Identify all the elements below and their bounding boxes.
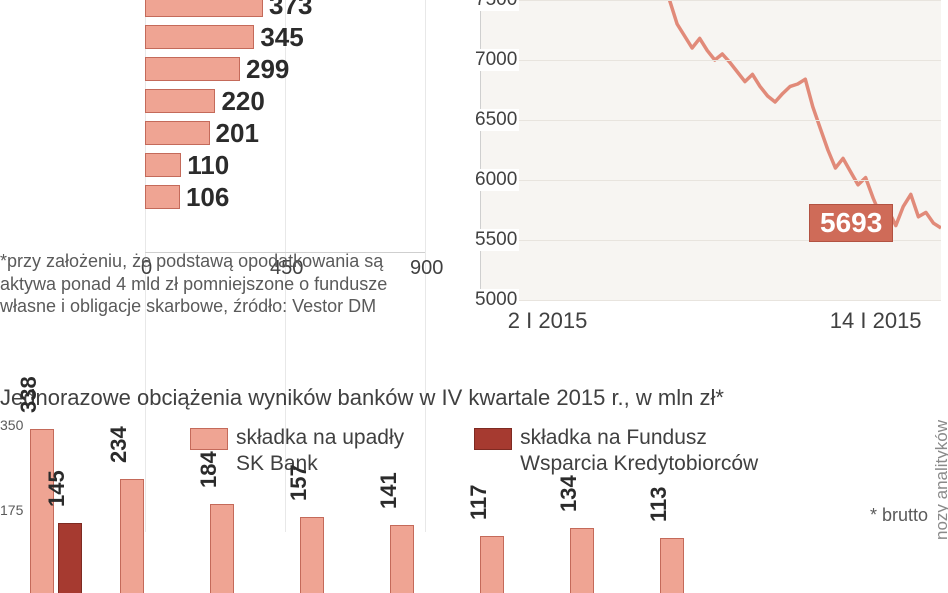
line-ytick: 6500 xyxy=(473,109,519,131)
hbar-value: 299 xyxy=(246,54,289,85)
hbar-bar xyxy=(145,57,240,81)
bottom-title: Jednorazowe obciążenia wyników banków w … xyxy=(0,385,948,411)
line-ytick: 7500 xyxy=(473,0,519,11)
vbar-value: 141 xyxy=(376,472,402,509)
vbar-a: 184 xyxy=(210,504,234,593)
line-ytick: 6000 xyxy=(473,169,519,191)
line-gridline xyxy=(481,0,941,1)
line-xtick: 2 I 2015 xyxy=(508,308,588,334)
vbar-b: 145 xyxy=(58,523,82,593)
bottom-chart: Jednorazowe obciążenia wyników banków w … xyxy=(0,385,948,421)
vbar-a: 338 xyxy=(30,429,54,593)
vbar-a: 141 xyxy=(390,525,414,593)
vbar-value: 157 xyxy=(286,464,312,501)
bottom-plot: 175350338145234184157141117134113 xyxy=(0,425,920,593)
line-path-svg xyxy=(481,0,941,300)
hbar-plot-area: BZ WBK373mBank345ING BSK299Getin Noble22… xyxy=(145,0,425,250)
hbar-value: 220 xyxy=(221,86,264,117)
line-callout: 5693 xyxy=(809,204,893,242)
bottom-ytick: 350 xyxy=(0,417,23,433)
line-series xyxy=(481,0,941,228)
hbar-value: 110 xyxy=(187,150,229,181)
hbar-value: 106 xyxy=(186,182,229,213)
hbar-bar xyxy=(145,185,180,209)
vbar-value: 234 xyxy=(106,427,132,464)
hbar-plot: BZ WBK373mBank345ING BSK299Getin Noble22… xyxy=(145,0,425,250)
vbar-a: 234 xyxy=(120,479,144,593)
bottom-ytick: 175 xyxy=(0,502,23,518)
hbar-bar xyxy=(145,89,215,113)
line-gridline xyxy=(481,300,941,301)
vbar-value: 134 xyxy=(556,475,582,512)
hbar-value: 373 xyxy=(269,0,312,21)
vbar-a: 117 xyxy=(480,536,504,593)
hbar-bar xyxy=(145,0,263,17)
vbar-value: 145 xyxy=(44,470,70,507)
line-ytick: 5500 xyxy=(473,229,519,251)
right-line-chart: 5000550060006500700075002 I 201514 I 201… xyxy=(470,0,940,340)
vbar-a: 134 xyxy=(570,528,594,593)
vbar-value: 113 xyxy=(646,487,672,523)
line-gridline xyxy=(481,120,941,121)
hbar-value: 345 xyxy=(260,22,303,53)
hbar-bar xyxy=(145,153,181,177)
line-ytick: 7000 xyxy=(473,49,519,71)
line-plot: 5000550060006500700075002 I 201514 I 201… xyxy=(480,0,941,301)
line-gridline xyxy=(481,180,941,181)
brutto-note: * brutto xyxy=(870,505,928,526)
vbar-value: 117 xyxy=(466,485,492,521)
line-gridline xyxy=(481,60,941,61)
hbar-value: 201 xyxy=(216,118,259,149)
hbar-bar xyxy=(145,121,210,145)
infographic-root: BZ WBK373mBank345ING BSK299Getin Noble22… xyxy=(0,0,948,593)
hbar-bar xyxy=(145,25,254,49)
vbar-value: 184 xyxy=(196,451,222,488)
vbar-value: 338 xyxy=(16,376,42,413)
vbar-a: 113 xyxy=(660,538,684,593)
side-rotated-text: nozy analityków xyxy=(932,420,948,540)
line-xtick: 14 I 2015 xyxy=(830,308,922,334)
vbar-a: 157 xyxy=(300,517,324,593)
hbar-footnote: *przy założeniu, że podstawą opodatkowan… xyxy=(0,250,430,318)
